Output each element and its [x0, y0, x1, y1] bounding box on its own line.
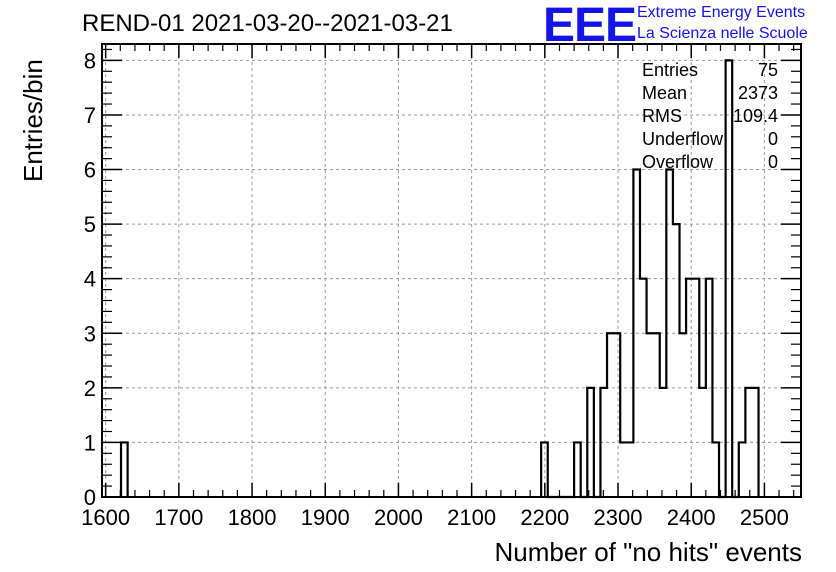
stats-value: 75	[758, 60, 778, 80]
logo-line-1: Extreme Energy Events	[637, 4, 806, 21]
x-tick-label: 2000	[374, 505, 423, 530]
grid-lines	[102, 44, 801, 498]
x-tick-label: 1700	[154, 505, 203, 530]
stats-label: Underflow	[642, 129, 724, 149]
histogram-bin	[679, 333, 686, 497]
y-tick-label: 1	[84, 430, 96, 455]
stats-box: Entries 75 Mean 2373 RMS 109.4 Underflow 0 Overf…	[642, 60, 778, 172]
chart-title: REND-01 2021-03-20--2021-03-21	[82, 10, 453, 37]
y-tick-label: 6	[84, 158, 96, 183]
stats-label: Overflow	[642, 152, 714, 172]
y-tick-label: 8	[84, 48, 96, 73]
x-tick-label: 2100	[447, 505, 496, 530]
x-tick-label: 1600	[81, 505, 130, 530]
y-tick-label: 5	[84, 212, 96, 237]
logo-line-2: La Scienza nelle Scuole	[637, 25, 808, 42]
histogram-bin	[627, 442, 634, 497]
x-tick-label: 2500	[740, 505, 789, 530]
x-tick-label: 1800	[228, 505, 277, 530]
stats-label: Entries	[642, 60, 698, 80]
plot-frame	[101, 43, 802, 498]
histogram-bin	[620, 442, 627, 497]
x-tick-label: 1900	[301, 505, 350, 530]
axis-ticks: 1600 1700 1800 1900 2000 2100 2200 2300 2400 2500…	[81, 44, 801, 530]
stats-label: RMS	[642, 106, 682, 126]
stats-value: 0	[768, 152, 778, 172]
x-tick-label: 2300	[594, 505, 643, 530]
y-tick-label: 3	[84, 321, 96, 346]
x-axis-label: Number of "no hits" events	[494, 537, 803, 567]
y-tick-label: 7	[84, 103, 96, 128]
stats-value: 109.4	[733, 106, 778, 126]
y-tick-label: 2	[84, 376, 96, 401]
histogram-bin	[647, 333, 654, 497]
x-tick-label: 2200	[520, 505, 569, 530]
x-tick-label: 2400	[667, 505, 716, 530]
y-tick-label: 0	[84, 485, 96, 510]
stats-value: 0	[768, 129, 778, 149]
y-tick-label: 4	[84, 267, 96, 292]
stats-value: 2373	[738, 83, 778, 103]
stats-label: Mean	[642, 83, 687, 103]
histogram-series	[119, 59, 760, 499]
histogram-outline	[119, 59, 760, 499]
